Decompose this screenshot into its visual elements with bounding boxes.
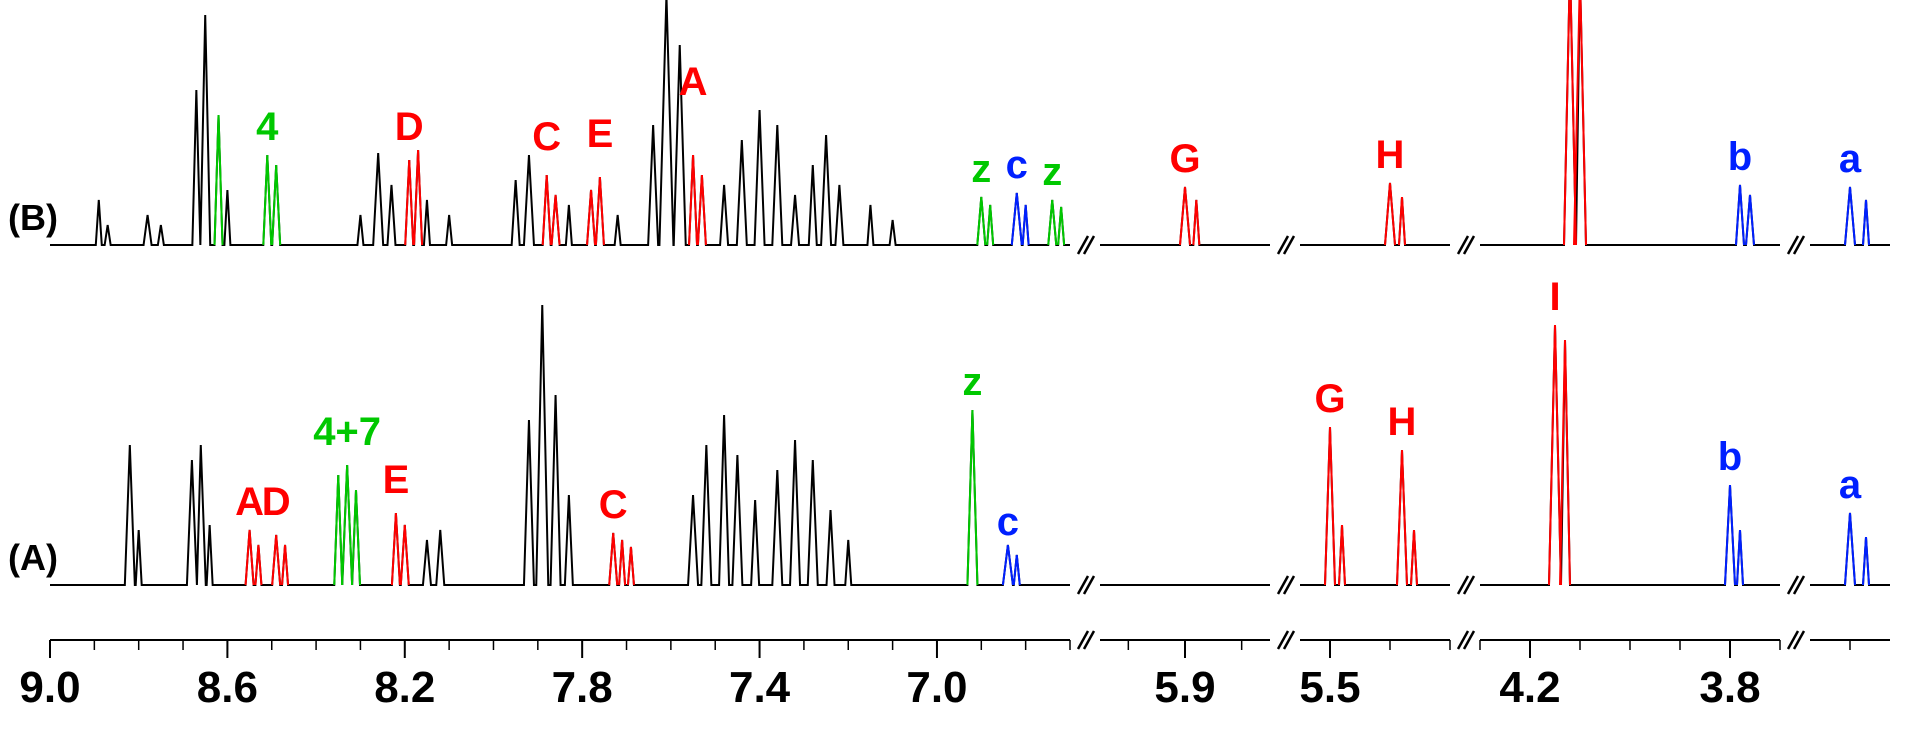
colored-peak (1048, 200, 1056, 245)
colored-peak (272, 165, 280, 245)
peak-label: A (235, 480, 264, 524)
colored-peak (1014, 555, 1020, 585)
colored-peak (1863, 200, 1869, 245)
colored-peak (414, 150, 422, 245)
colored-peak (1325, 427, 1335, 585)
spectrum-svg: 9.08.68.27.87.47.05.95.54.23.874DCEAzczG… (0, 0, 1911, 754)
peak-label: 4+7 (313, 410, 381, 454)
colored-peak (401, 525, 409, 585)
colored-peak (587, 190, 595, 245)
spectrum-trace (50, 305, 1070, 585)
colored-peak (1012, 193, 1022, 245)
peak-label: C (532, 115, 561, 159)
spectrum-trace (1300, 427, 1450, 585)
colored-peak (1385, 183, 1395, 245)
axis-tick-label: 4.2 (1499, 663, 1560, 712)
axis-tick-label: 9.0 (19, 663, 80, 712)
colored-peak (282, 545, 288, 585)
colored-peak (1003, 545, 1013, 585)
peak-label: z (971, 147, 991, 191)
axis-tick-label: 8.2 (374, 663, 435, 712)
peak-label: H (1376, 133, 1405, 177)
colored-peak (1193, 200, 1199, 245)
nmr-spectrum-chart: 9.08.68.27.87.47.05.95.54.23.874DCEAzczG… (0, 0, 1911, 754)
axis-tick-label: 8.6 (197, 663, 258, 712)
colored-peak (698, 175, 706, 245)
colored-peak (1023, 205, 1029, 245)
peak-label: E (587, 112, 614, 156)
colored-peak (255, 545, 261, 585)
colored-peak (1863, 537, 1869, 585)
peak-label: I (1549, 275, 1560, 319)
colored-peak (1058, 207, 1064, 245)
colored-peak (552, 195, 560, 245)
peak-label: 4 (256, 105, 279, 149)
colored-peak (967, 410, 977, 585)
axis-tick-label: 7.0 (906, 663, 967, 712)
peak-label: a (1839, 137, 1862, 181)
colored-peak (596, 177, 604, 245)
spectrum-trace (1480, 0, 1780, 245)
colored-peak (1746, 195, 1754, 245)
colored-peak (689, 155, 697, 245)
colored-peak (1736, 185, 1744, 245)
colored-peak (1845, 187, 1855, 245)
colored-peak (977, 197, 985, 245)
peak-label: E (383, 458, 410, 502)
colored-peak (1549, 325, 1561, 585)
peak-label: D (262, 480, 291, 524)
colored-peak (342, 465, 352, 585)
colored-peak (334, 475, 342, 585)
colored-peak (609, 533, 617, 585)
peak-label: D (395, 105, 424, 149)
peak-label: G (1169, 137, 1200, 181)
panel-label: (A) (8, 537, 58, 578)
peak-label: b (1728, 135, 1752, 179)
axis-tick-label: 7.4 (729, 663, 791, 712)
colored-peak (246, 530, 254, 585)
peak-label: a (1839, 463, 1862, 507)
colored-peak (987, 205, 993, 245)
colored-peak (543, 175, 551, 245)
colored-peak (1397, 450, 1407, 585)
spectrum-trace (1300, 183, 1450, 245)
colored-peak (1737, 530, 1743, 585)
peak-label: z (962, 360, 982, 404)
panel-label: (B) (8, 197, 58, 238)
colored-peak (1399, 197, 1405, 245)
peak-label: c (997, 500, 1019, 544)
peak-label: G (1314, 377, 1345, 421)
colored-peak (263, 155, 271, 245)
axis-tick-label: 7.8 (552, 663, 613, 712)
colored-peak (392, 513, 400, 585)
colored-peak (405, 160, 413, 245)
colored-peak (1845, 513, 1855, 585)
colored-peak (272, 535, 280, 585)
colored-peak (1725, 485, 1735, 585)
colored-peak (1339, 525, 1345, 585)
colored-peak (619, 540, 625, 585)
colored-peak (1411, 530, 1417, 585)
colored-peak (628, 547, 634, 585)
axis-tick-label: 5.9 (1154, 663, 1215, 712)
peak-label: b (1718, 435, 1742, 479)
colored-peak (352, 490, 360, 585)
axis-tick-label: 3.8 (1699, 663, 1760, 712)
peak-label: H (1388, 400, 1417, 444)
colored-peak (215, 115, 223, 245)
axis-tick-label: 5.5 (1299, 663, 1360, 712)
peak-label: C (599, 483, 628, 527)
colored-peak (1560, 340, 1570, 585)
peak-label: A (679, 60, 708, 104)
peak-label: z (1042, 150, 1062, 194)
peak-label: c (1006, 143, 1028, 187)
colored-peak (1180, 187, 1190, 245)
